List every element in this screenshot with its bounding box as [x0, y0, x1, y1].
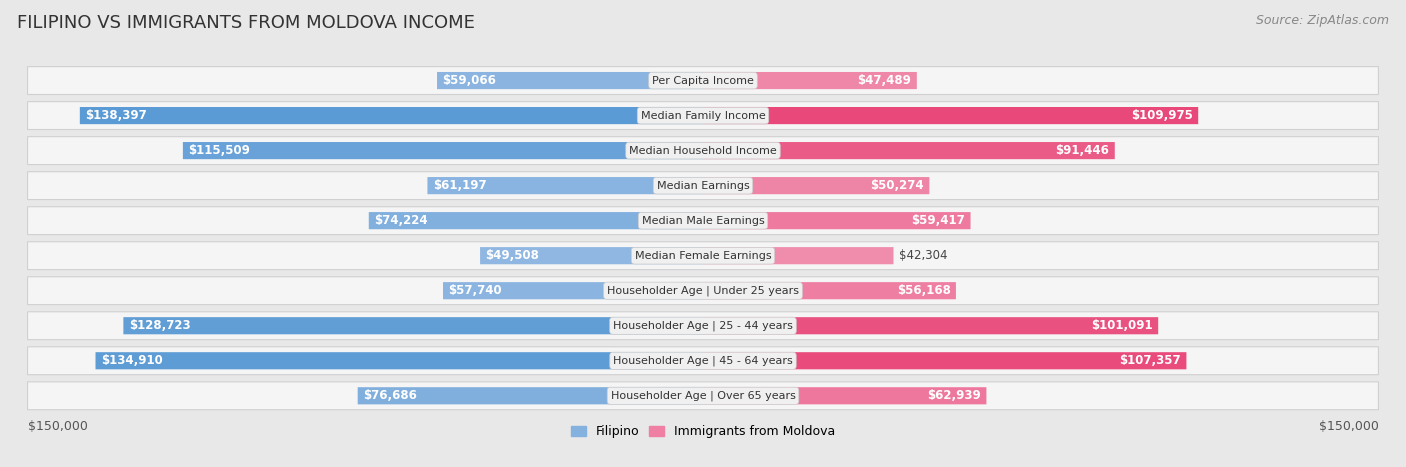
FancyBboxPatch shape — [28, 172, 1378, 199]
FancyBboxPatch shape — [28, 312, 1378, 340]
FancyBboxPatch shape — [703, 142, 1115, 159]
Text: $91,446: $91,446 — [1056, 144, 1109, 157]
Text: $134,910: $134,910 — [101, 354, 163, 367]
FancyBboxPatch shape — [80, 107, 703, 124]
FancyBboxPatch shape — [183, 142, 703, 159]
Text: $107,357: $107,357 — [1119, 354, 1181, 367]
Text: $49,508: $49,508 — [485, 249, 540, 262]
Text: $109,975: $109,975 — [1130, 109, 1192, 122]
FancyBboxPatch shape — [124, 317, 703, 334]
FancyBboxPatch shape — [703, 317, 1159, 334]
Text: $59,066: $59,066 — [443, 74, 496, 87]
Text: Median Earnings: Median Earnings — [657, 181, 749, 191]
Text: $115,509: $115,509 — [188, 144, 250, 157]
Text: $150,000: $150,000 — [1319, 420, 1378, 433]
Text: Householder Age | Over 65 years: Householder Age | Over 65 years — [610, 390, 796, 401]
FancyBboxPatch shape — [28, 277, 1378, 304]
Text: Source: ZipAtlas.com: Source: ZipAtlas.com — [1256, 14, 1389, 27]
FancyBboxPatch shape — [703, 282, 956, 299]
Text: $128,723: $128,723 — [129, 319, 190, 332]
Text: $138,397: $138,397 — [86, 109, 148, 122]
FancyBboxPatch shape — [28, 102, 1378, 129]
FancyBboxPatch shape — [703, 72, 917, 89]
Text: Median Family Income: Median Family Income — [641, 111, 765, 120]
Text: $150,000: $150,000 — [28, 420, 87, 433]
FancyBboxPatch shape — [703, 352, 1187, 369]
FancyBboxPatch shape — [357, 387, 703, 404]
Legend: Filipino, Immigrants from Moldova: Filipino, Immigrants from Moldova — [565, 420, 841, 443]
FancyBboxPatch shape — [28, 382, 1378, 410]
FancyBboxPatch shape — [28, 347, 1378, 375]
FancyBboxPatch shape — [28, 207, 1378, 234]
FancyBboxPatch shape — [703, 247, 893, 264]
Text: Householder Age | 25 - 44 years: Householder Age | 25 - 44 years — [613, 320, 793, 331]
Text: Householder Age | 45 - 64 years: Householder Age | 45 - 64 years — [613, 355, 793, 366]
FancyBboxPatch shape — [703, 387, 987, 404]
FancyBboxPatch shape — [443, 282, 703, 299]
Text: $42,304: $42,304 — [898, 249, 948, 262]
FancyBboxPatch shape — [28, 242, 1378, 269]
Text: $57,740: $57,740 — [449, 284, 502, 297]
Text: $47,489: $47,489 — [858, 74, 911, 87]
FancyBboxPatch shape — [368, 212, 703, 229]
Text: $50,274: $50,274 — [870, 179, 924, 192]
Text: $76,686: $76,686 — [363, 389, 418, 402]
Text: Median Female Earnings: Median Female Earnings — [634, 251, 772, 261]
FancyBboxPatch shape — [703, 107, 1198, 124]
FancyBboxPatch shape — [703, 177, 929, 194]
Text: $59,417: $59,417 — [911, 214, 965, 227]
Text: $61,197: $61,197 — [433, 179, 486, 192]
FancyBboxPatch shape — [96, 352, 703, 369]
FancyBboxPatch shape — [437, 72, 703, 89]
Text: Per Capita Income: Per Capita Income — [652, 76, 754, 85]
FancyBboxPatch shape — [479, 247, 703, 264]
Text: $56,168: $56,168 — [897, 284, 950, 297]
Text: Median Male Earnings: Median Male Earnings — [641, 216, 765, 226]
Text: Median Household Income: Median Household Income — [628, 146, 778, 156]
FancyBboxPatch shape — [703, 212, 970, 229]
Text: $62,939: $62,939 — [927, 389, 981, 402]
Text: FILIPINO VS IMMIGRANTS FROM MOLDOVA INCOME: FILIPINO VS IMMIGRANTS FROM MOLDOVA INCO… — [17, 14, 475, 32]
FancyBboxPatch shape — [427, 177, 703, 194]
Text: $101,091: $101,091 — [1091, 319, 1153, 332]
FancyBboxPatch shape — [28, 137, 1378, 164]
FancyBboxPatch shape — [28, 67, 1378, 94]
Text: Householder Age | Under 25 years: Householder Age | Under 25 years — [607, 285, 799, 296]
Text: $74,224: $74,224 — [374, 214, 427, 227]
